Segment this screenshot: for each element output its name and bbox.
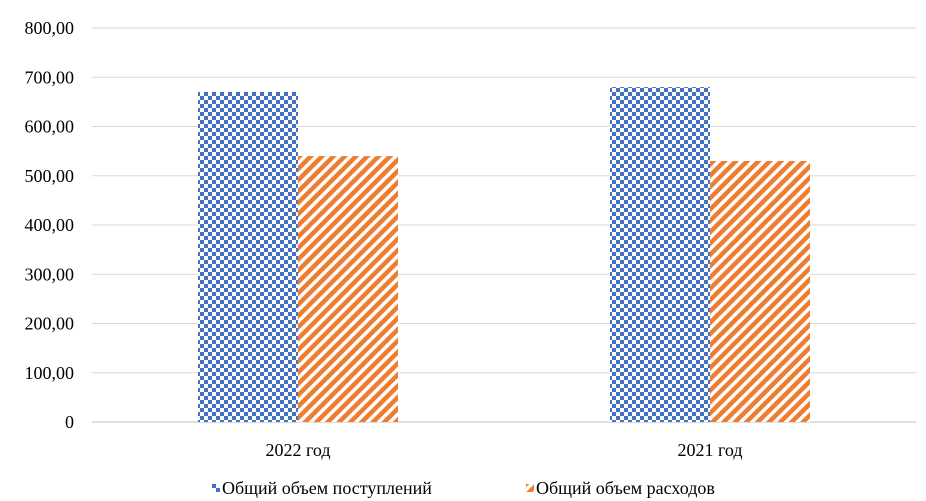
legend-label-1: Общий объем расходов xyxy=(536,478,715,498)
y-tick-label: 0 xyxy=(65,412,74,432)
legend-swatch-0 xyxy=(212,484,220,492)
bar-income-1 xyxy=(610,87,710,422)
y-tick-label: 800,00 xyxy=(25,18,75,38)
x-tick-label: 2021 год xyxy=(677,440,742,460)
y-tick-label: 700,00 xyxy=(25,67,75,87)
y-tick-label: 600,00 xyxy=(25,117,75,137)
bar-expenses-0 xyxy=(298,156,398,423)
x-tick-label: 2022 год xyxy=(265,440,330,460)
x-axis: 2022 год 2021 год xyxy=(265,440,742,460)
bars xyxy=(198,87,810,423)
y-tick-label: 300,00 xyxy=(25,264,75,284)
legend: Общий объем поступлений Общий объем расхо… xyxy=(212,478,715,498)
y-tick-label: 100,00 xyxy=(25,363,75,383)
y-axis: 0 100,00 200,00 300,00 400,00 500,00 600,00 700… xyxy=(25,18,75,432)
y-tick-label: 400,00 xyxy=(25,215,75,235)
y-tick-label: 500,00 xyxy=(25,166,75,186)
legend-swatch-1 xyxy=(526,484,534,492)
legend-label-0: Общий объем поступлений xyxy=(222,478,432,498)
bar-expenses-1 xyxy=(710,160,810,422)
y-tick-label: 200,00 xyxy=(25,314,75,334)
bar-income-0 xyxy=(198,92,298,423)
